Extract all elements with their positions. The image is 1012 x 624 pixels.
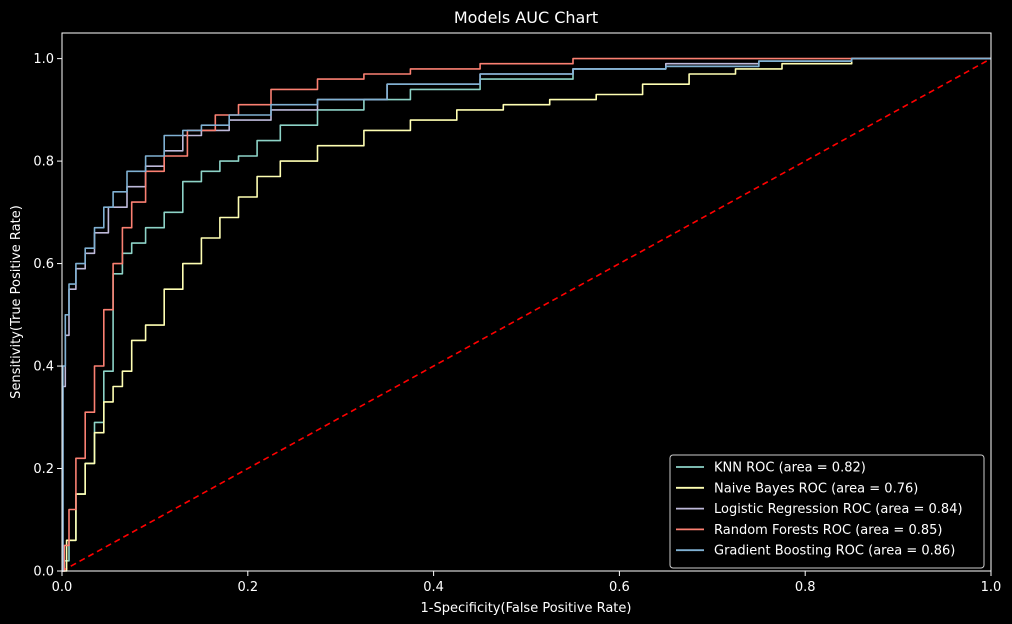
x-tick-label: 0.2 [237, 580, 258, 595]
y-tick-label: 1.0 [33, 52, 54, 67]
x-tick-label: 0.4 [423, 580, 444, 595]
x-tick-label: 0.0 [52, 580, 73, 595]
legend-entry: Random Forests ROC (area = 0.85) [714, 523, 942, 538]
legend-entry: Logistic Regression ROC (area = 0.84) [714, 502, 963, 517]
legend-box [669, 454, 985, 569]
chance-reference-line [61, 57, 992, 572]
y-axis: 0.0 0.2 0.4 0.6 0.8 1.0 [33, 52, 62, 580]
roc-series-line-1 [62, 57, 991, 572]
chart-title: Models AUC Chart [454, 8, 598, 27]
y-tick-label: 0.8 [33, 155, 54, 170]
roc-series-line-4 [62, 57, 991, 572]
x-axis-title: 1-Specificity(False Positive Rate) [421, 601, 632, 616]
y-tick-label: 0.2 [33, 462, 54, 477]
series-layer [62, 57, 991, 572]
y-tick-label: 0.4 [33, 360, 54, 375]
legend-entry: Gradient Boosting ROC (area = 0.86) [714, 544, 955, 559]
y-tick-label: 0.6 [33, 257, 54, 272]
plot-frame [61, 32, 992, 572]
x-tick-label: 0.8 [795, 580, 816, 595]
x-tick-label: 1.0 [981, 580, 1002, 595]
y-tick-label: 0.0 [33, 565, 54, 580]
y-axis-title: Sensitivity(True Positive Rate) [9, 205, 24, 399]
x-tick-label: 0.6 [609, 580, 630, 595]
legend-entry: KNN ROC (area = 0.82) [714, 461, 866, 476]
legend: KNN ROC (area = 0.82) Naive Bayes ROC (ar… [669, 454, 985, 569]
legend-entry: Naive Bayes ROC (area = 0.76) [714, 481, 918, 496]
x-axis: 0.0 0.2 0.4 0.6 0.8 1.0 [52, 571, 1002, 595]
reference-layer [61, 57, 992, 572]
roc-series-line-3 [62, 57, 991, 572]
